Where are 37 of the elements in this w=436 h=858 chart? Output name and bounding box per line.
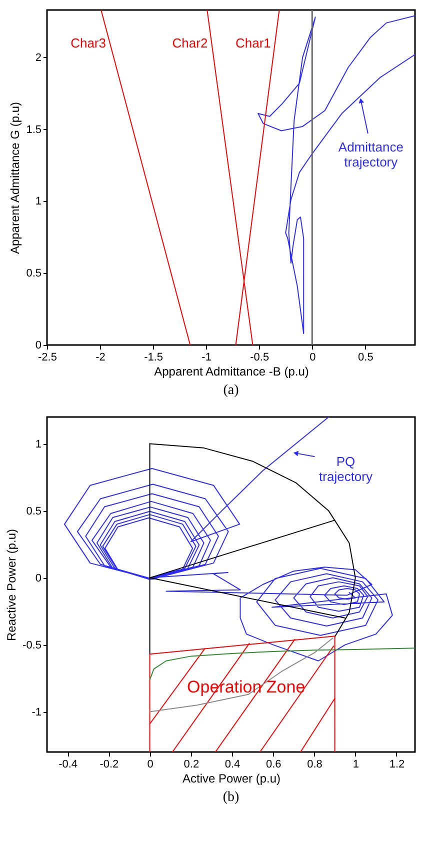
x-tick-label: 0.6	[266, 758, 282, 770]
y-tick-label: -1	[32, 706, 42, 718]
x-tick-label: 1.2	[389, 758, 405, 770]
y-tick-label: 2	[35, 52, 42, 64]
series-label: Char3	[70, 36, 106, 50]
x-axis-title: Apparent Admittance -B (p.u)	[154, 364, 309, 378]
x-tick-label: -0.5	[250, 352, 270, 364]
x-tick-label: -1.5	[144, 352, 164, 364]
y-tick-label: 0	[35, 340, 42, 352]
series-label: Char1	[235, 36, 271, 50]
x-tick-label: 0.8	[307, 758, 322, 770]
text: (b)	[222, 790, 240, 805]
x-tick-label: -1	[202, 352, 212, 364]
x-tick-label: -0.4	[58, 758, 78, 770]
x-tick-label: 0	[310, 352, 316, 364]
y-tick-label: 1	[35, 196, 42, 208]
x-tick-label: 0.5	[358, 352, 374, 364]
y-tick-label: 0.5	[26, 268, 42, 280]
x-tick-label: 0.2	[184, 758, 200, 770]
y-tick-label: 1.5	[26, 124, 42, 136]
x-tick-label: 0.4	[224, 758, 240, 770]
y-tick-label: 0.5	[26, 505, 42, 518]
y-axis-title: Apparent Admittance G (p.u)	[8, 102, 22, 254]
x-axis-title: Active Power (p.u)	[182, 772, 281, 786]
x-tick-label: -2.5	[38, 352, 57, 364]
y-tick-label: 1	[35, 438, 42, 450]
x-tick-label: 1	[352, 758, 359, 770]
annotation: Admittance trajectory	[338, 140, 404, 170]
y-tick-label: -0.5	[22, 639, 42, 652]
annotation: PQ trajectory	[319, 454, 373, 484]
y-axis-title: Reactive Power (p.u)	[4, 528, 19, 642]
x-tick-label: -2	[96, 352, 106, 364]
x-tick-label: 0	[147, 758, 154, 770]
series-label: Char2	[172, 36, 208, 50]
y-tick-label: 0	[35, 572, 42, 584]
x-tick-label: -0.2	[100, 758, 119, 770]
text: (a)	[223, 383, 240, 398]
